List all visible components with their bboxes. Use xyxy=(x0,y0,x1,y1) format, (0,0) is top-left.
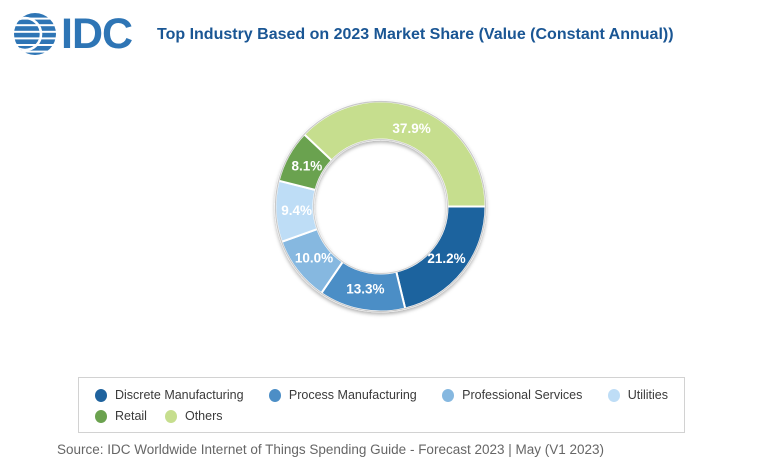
legend-item-professional-services[interactable]: Professional Services xyxy=(442,388,582,402)
donut-inner-rim xyxy=(312,138,449,275)
legend-item-others[interactable]: Others xyxy=(164,409,223,423)
legend-item-label: Professional Services xyxy=(462,388,583,402)
legend-item-retail[interactable]: Retail xyxy=(95,409,147,423)
legend-item-process-manufacturing[interactable]: Process Manufacturing xyxy=(268,388,417,402)
legend-item-discrete-manufacturing[interactable]: Discrete Manufacturing xyxy=(95,388,244,402)
source-note: Source: IDC Worldwide Internet of Things… xyxy=(57,442,605,457)
idc-logo: IDC xyxy=(12,10,133,58)
pie-slice-others[interactable] xyxy=(302,100,487,208)
slice-label: 13.3% xyxy=(346,282,384,297)
idc-logo-text: IDC xyxy=(61,10,133,58)
legend-swatch-icon xyxy=(95,409,107,423)
legend-swatch-icon xyxy=(164,409,177,423)
legend-item-label: Retail xyxy=(115,409,147,423)
legend-swatch-icon xyxy=(95,388,107,402)
legend-row-2: Retail Others xyxy=(95,409,668,423)
legend-swatch-icon xyxy=(268,388,281,402)
slice-label: 8.1% xyxy=(292,158,323,173)
legend-item-label: Discrete Manufacturing xyxy=(115,388,244,402)
legend-swatch-icon xyxy=(607,388,620,402)
idc-globe-icon xyxy=(14,13,56,55)
slice-label: 37.9% xyxy=(392,121,430,136)
legend-item-utilities[interactable]: Utilities xyxy=(607,388,668,402)
slice-label: 9.4% xyxy=(281,203,312,218)
chart-legend: Discrete Manufacturing Process Manufactur… xyxy=(78,377,685,433)
donut-chart: 21.2% 13.3% 10.0% 9.4% 8.1% 37.9% xyxy=(265,91,496,322)
slice-label: 21.2% xyxy=(427,251,465,266)
slice-label: 10.0% xyxy=(295,250,333,265)
legend-item-label: Others xyxy=(184,409,223,423)
page-title: Top Industry Based on 2023 Market Share … xyxy=(157,26,674,43)
legend-row-1: Discrete Manufacturing Process Manufactur… xyxy=(95,388,668,402)
legend-item-label: Utilities xyxy=(627,388,668,402)
donut-chart-svg: 21.2% 13.3% 10.0% 9.4% 8.1% 37.9% xyxy=(274,100,487,313)
donut-outer-rim xyxy=(274,100,487,313)
legend-item-label: Process Manufacturing xyxy=(288,388,417,402)
legend-swatch-icon xyxy=(442,388,455,402)
